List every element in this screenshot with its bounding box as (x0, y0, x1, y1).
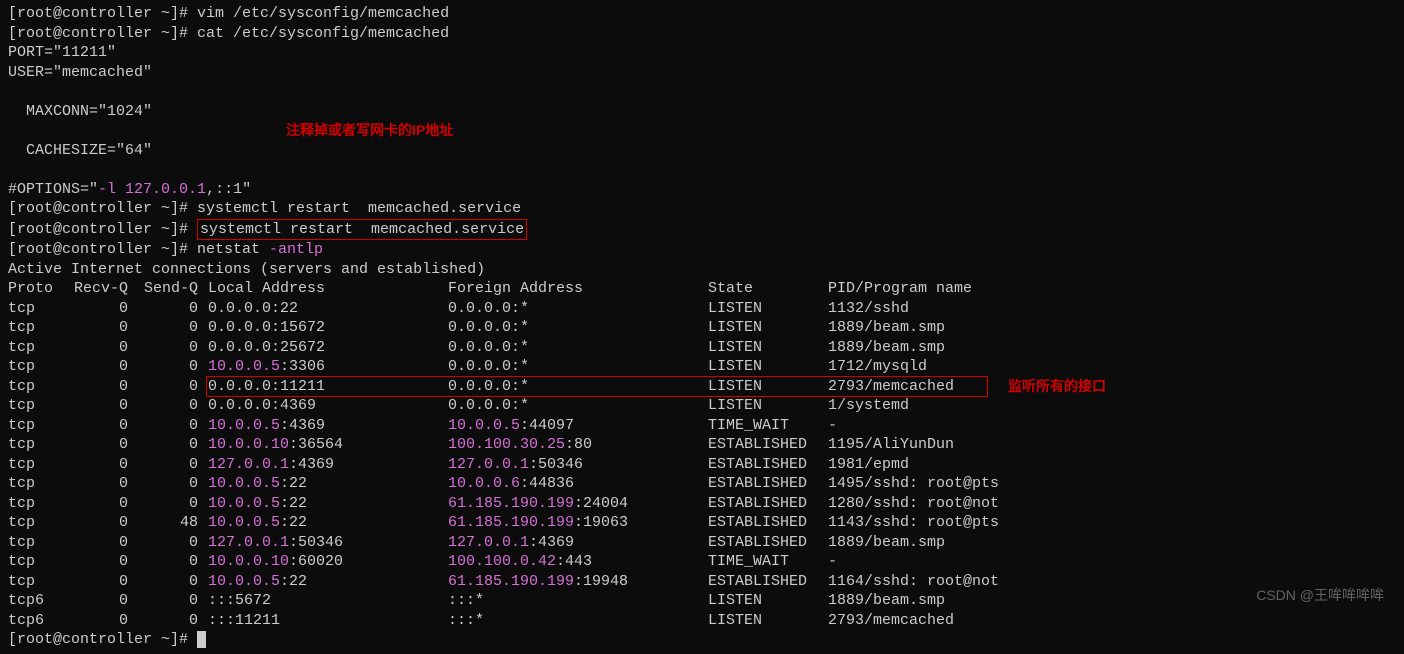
netstat-row: tcp00127.0.0.1:50346127.0.0.1:4369ESTABL… (8, 533, 1396, 553)
cmd-line: [root@controller ~]# systemctl restart m… (8, 199, 1396, 219)
cmd-line: [root@controller ~]# vim /etc/sysconfig/… (8, 4, 1396, 24)
netstat-row: tcp0010.0.0.5:2210.0.0.6:44836ESTABLISHE… (8, 474, 1396, 494)
netstat-row: tcp0010.0.0.5:2261.185.190.199:19948ESTA… (8, 572, 1396, 592)
netstat-row: tcp000.0.0.0:43690.0.0.0:*LISTEN1/system… (8, 396, 1396, 416)
cmd-line: [root@controller ~]# netstat -antlp (8, 240, 1396, 260)
highlight-box-cmd: systemctl restart memcached.service (197, 219, 527, 241)
cmd-line: [root@controller ~]# cat /etc/sysconfig/… (8, 24, 1396, 44)
netstat-row: tcp0010.0.0.10:36564100.100.30.25:80ESTA… (8, 435, 1396, 455)
netstat-header: Proto Recv-Q Send-Q Local Address Foreig… (8, 279, 1396, 299)
netstat-row: tcp0010.0.0.5:436910.0.0.5:44097TIME_WAI… (8, 416, 1396, 436)
netstat-body: tcp000.0.0.0:220.0.0.0:*LISTEN1132/sshdt… (8, 299, 1396, 631)
annotation-listen: 监听所有的接口 (1008, 377, 1106, 395)
netstat-row: tcp600:::11211:::*LISTEN2793/memcached (8, 611, 1396, 631)
config-line: PORT="11211" (8, 43, 1396, 63)
prompt-line[interactable]: [root@controller ~]# (8, 630, 1396, 650)
netstat-row: tcp000.0.0.0:220.0.0.0:*LISTEN1132/sshd (8, 299, 1396, 319)
netstat-row: tcp000.0.0.0:112110.0.0.0:*LISTEN2793/me… (8, 377, 1396, 397)
config-line: USER="memcached" (8, 63, 1396, 83)
netstat-row: tcp0010.0.0.5:33060.0.0.0:*LISTEN1712/my… (8, 357, 1396, 377)
watermark: CSDN @王哞哞哞哞 (1256, 586, 1384, 604)
netstat-row: tcp000.0.0.0:156720.0.0.0:*LISTEN1889/be… (8, 318, 1396, 338)
netstat-row: tcp0010.0.0.5:2261.185.190.199:24004ESTA… (8, 494, 1396, 514)
netstat-row: tcp00127.0.0.1:4369127.0.0.1:50346ESTABL… (8, 455, 1396, 475)
cursor-icon (197, 631, 206, 648)
netstat-row: tcp04810.0.0.5:2261.185.190.199:19063EST… (8, 513, 1396, 533)
netstat-row: tcp000.0.0.0:256720.0.0.0:*LISTEN1889/be… (8, 338, 1396, 358)
netstat-row: tcp600:::5672:::*LISTEN1889/beam.smp (8, 591, 1396, 611)
config-line: CACHESIZE="64" 注释掉或者写网卡的IP地址 (8, 121, 1396, 180)
netstat-title: Active Internet connections (servers and… (8, 260, 1396, 280)
config-line: #OPTIONS="-l 127.0.0.1,::1" (8, 180, 1396, 200)
config-line: MAXCONN="1024" (8, 82, 1396, 121)
annotation-comment: 注释掉或者写网卡的IP地址 (286, 121, 453, 139)
cmd-line: [root@controller ~]# systemctl restart m… (8, 219, 1396, 241)
netstat-row: tcp0010.0.0.10:60020100.100.0.42:443TIME… (8, 552, 1396, 572)
